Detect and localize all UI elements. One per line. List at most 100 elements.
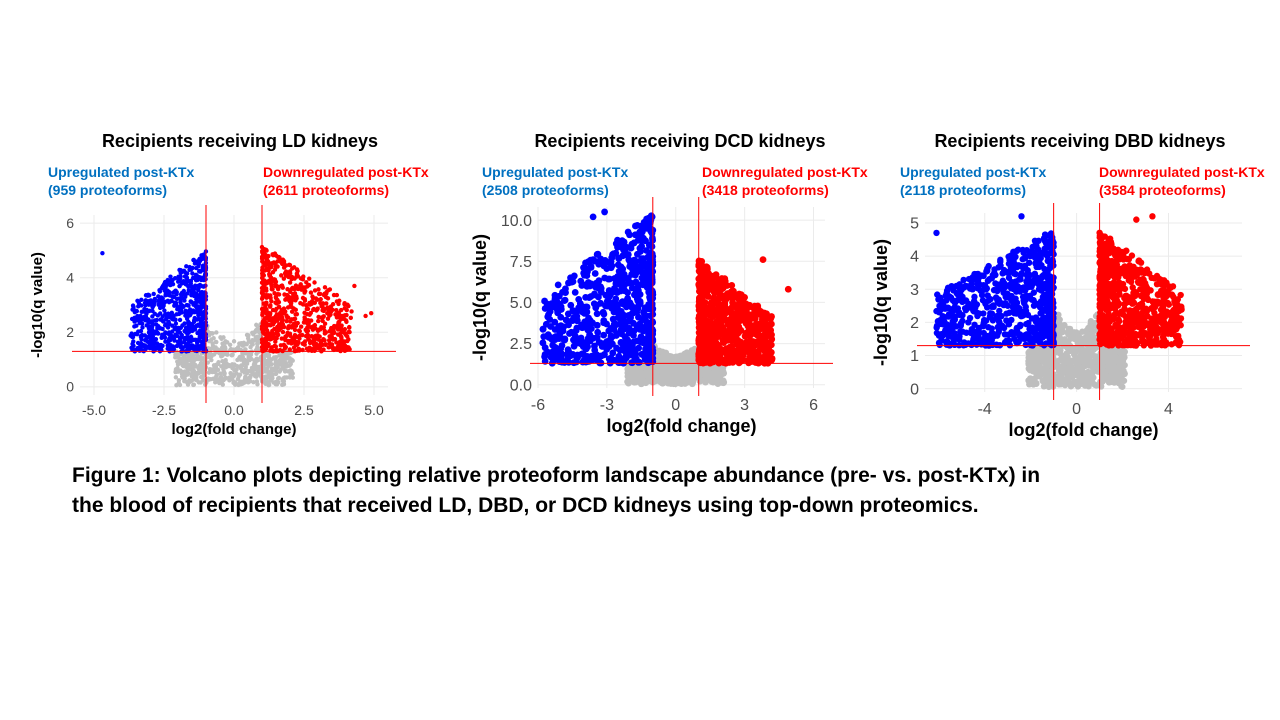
upregulated-point	[177, 317, 183, 323]
downregulated-point	[696, 283, 704, 291]
downregulated-point	[721, 315, 728, 323]
downregulated-point	[285, 326, 291, 331]
ns-point	[287, 362, 293, 367]
downregulated-point	[316, 287, 321, 292]
y-tick-label: 0	[66, 379, 74, 395]
downregulated-point	[293, 283, 299, 288]
downregulated-point	[314, 345, 319, 350]
upregulated-point	[648, 287, 656, 295]
downregulated-point	[322, 321, 328, 326]
upregulated-point	[199, 294, 204, 299]
upregulated-point	[578, 322, 586, 329]
upregulated-point	[181, 288, 187, 294]
downregulated-point	[318, 297, 323, 302]
downregulated-count: (2611 proteoforms)	[263, 182, 390, 198]
downregulated-point	[279, 273, 284, 278]
upregulated-point	[609, 349, 617, 357]
ns-point	[639, 364, 647, 372]
downregulated-point	[712, 343, 719, 351]
upregulated-point	[604, 338, 612, 345]
downregulated-point	[733, 303, 741, 310]
upregulated-point	[594, 250, 602, 258]
upregulated-point	[630, 332, 637, 339]
downregulated-point	[323, 342, 328, 347]
ns-point	[662, 378, 670, 386]
downregulated-point	[701, 273, 709, 281]
upregulated-point	[176, 305, 181, 311]
upregulated-point	[192, 348, 198, 353]
downregulated-point	[327, 313, 332, 318]
ns-point	[254, 371, 259, 377]
downregulated-point	[296, 328, 302, 333]
ns-point	[718, 368, 726, 376]
ns-point	[1118, 382, 1125, 390]
ns-point	[720, 378, 728, 386]
ns-point	[229, 353, 234, 358]
upregulated-point	[600, 310, 608, 318]
upregulated-point	[564, 346, 572, 354]
downregulated-point	[262, 316, 268, 321]
downregulated-point	[306, 320, 311, 326]
ns-point	[273, 360, 279, 365]
upregulated-point	[191, 318, 197, 323]
ns-point	[674, 365, 681, 372]
downregulated-point	[271, 260, 277, 265]
downregulated-point	[307, 300, 312, 306]
ns-point	[203, 379, 208, 384]
upregulated-point	[162, 308, 167, 313]
upregulated-point	[592, 279, 600, 287]
ns-point	[235, 357, 240, 363]
ns-point	[237, 364, 242, 369]
downregulated-point	[268, 347, 274, 352]
downregulated-point	[293, 312, 298, 317]
downregulated-point	[308, 290, 314, 295]
upregulated-point	[648, 266, 656, 274]
downregulated-point	[273, 339, 278, 344]
upregulated-count: (2508 proteoforms)	[482, 182, 609, 198]
upregulated-point	[136, 317, 142, 323]
upregulated-point	[600, 262, 608, 270]
downregulated-point	[287, 280, 293, 285]
downregulated-point	[316, 318, 321, 324]
upregulated-point	[985, 262, 992, 270]
ns-point	[231, 372, 236, 377]
upregulated-point	[199, 310, 204, 316]
upregulated-point	[200, 263, 206, 268]
ns-point	[712, 372, 720, 380]
grid-lines	[80, 215, 388, 395]
ns-point	[1074, 333, 1082, 340]
downregulated-point	[260, 273, 265, 279]
upregulated-point	[559, 327, 567, 335]
upregulated-point	[196, 316, 201, 322]
upregulated-point	[147, 344, 152, 349]
ns-point	[1079, 328, 1086, 335]
ns-point	[214, 330, 219, 335]
ns-point	[211, 376, 217, 381]
upregulated-point	[601, 274, 609, 282]
upregulated-point	[100, 250, 105, 256]
upregulated-point	[646, 312, 654, 320]
downregulated-point	[296, 348, 302, 353]
ns-point	[280, 382, 285, 388]
upregulated-point	[597, 288, 605, 296]
upregulated-point	[156, 323, 161, 329]
upregulated-point	[177, 338, 183, 344]
upregulated-point	[197, 336, 202, 341]
ns-point	[640, 378, 648, 385]
downregulated-point	[753, 310, 761, 317]
upregulated-point	[138, 341, 144, 346]
downregulated-point	[298, 324, 304, 329]
upregulated-point	[132, 324, 137, 329]
ns-point	[674, 371, 681, 379]
ns-point	[198, 366, 203, 371]
upregulated-point	[171, 346, 177, 352]
upregulated-point	[591, 290, 598, 298]
upregulated-point	[166, 299, 172, 305]
x-tick-label: -2.5	[152, 402, 176, 418]
downregulated-point	[260, 310, 265, 316]
downregulated-point	[304, 280, 309, 285]
downregulated-label: Downregulated post-KTx	[1099, 164, 1265, 180]
downregulated-point	[768, 320, 775, 328]
upregulated-point	[615, 255, 623, 262]
